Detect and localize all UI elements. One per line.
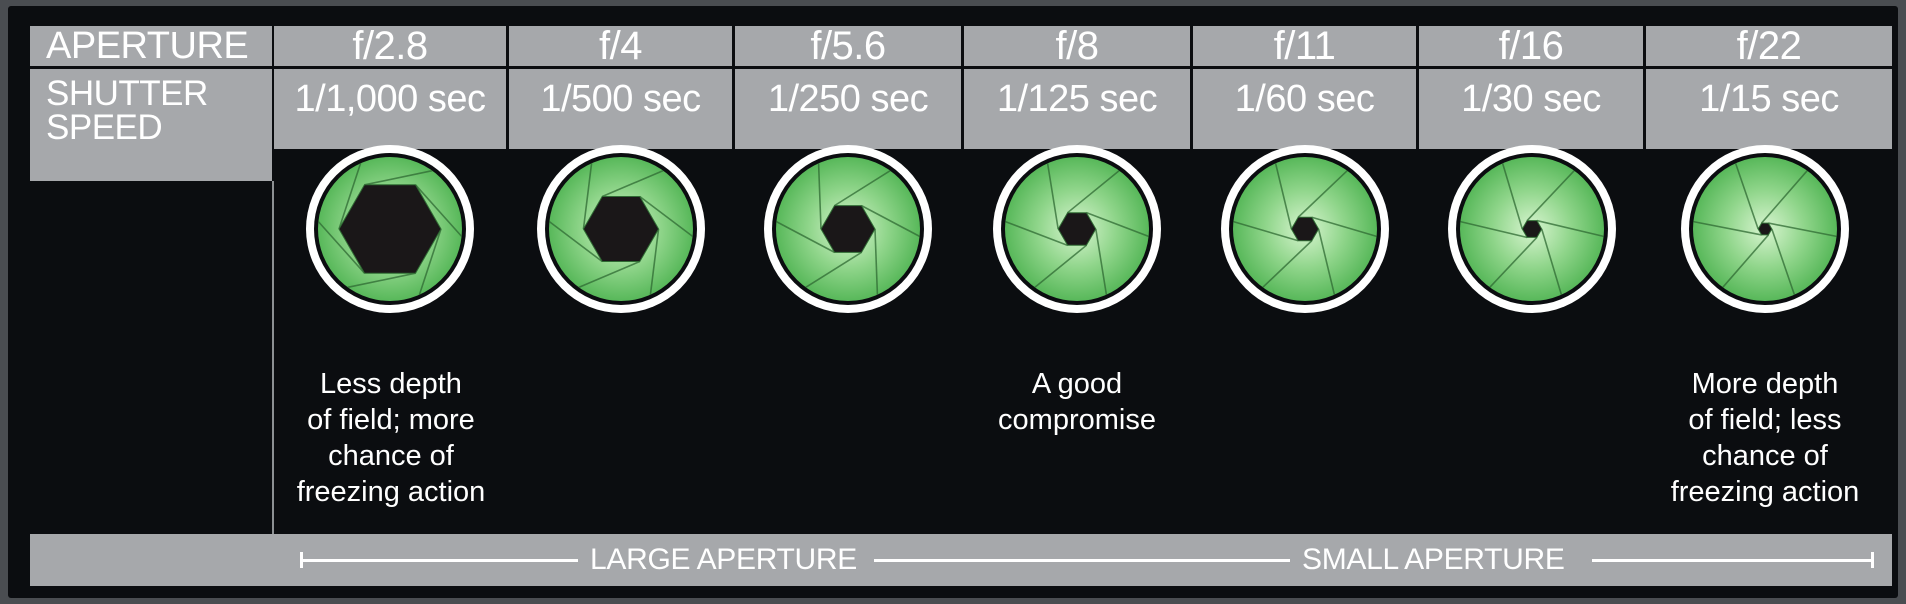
shutter-value: 1/1,000 sec: [274, 69, 506, 149]
aperture-value: f/22: [1646, 24, 1892, 68]
aperture-value: f/2.8: [274, 24, 506, 68]
iris-icon: [306, 145, 474, 313]
aperture-value: f/4: [509, 24, 732, 68]
aperture-value: f/16: [1419, 24, 1643, 68]
left-panel: [30, 181, 272, 534]
scale-tick-right: [1871, 552, 1874, 568]
iris-icon: [993, 145, 1161, 313]
aperture-scale: LARGE APERTURE SMALL APERTURE: [30, 534, 1892, 586]
shutter-value: 1/15 sec: [1646, 69, 1892, 149]
shutter-value: 1/500 sec: [509, 69, 732, 149]
aperture-chart: APERTURE f/2.8 f/4 f/5.6 f/8 f/11 f/16 f…: [8, 6, 1898, 598]
shutter-value: 1/30 sec: [1419, 69, 1643, 149]
note-large-aperture: Less depth of field; more chance of free…: [296, 368, 486, 508]
iris-icon: [1681, 145, 1849, 313]
shutter-value: 1/60 sec: [1193, 69, 1416, 149]
note-small-aperture: More depth of field; less chance of free…: [1670, 368, 1860, 508]
aperture-value: f/8: [964, 24, 1190, 68]
iris-icon: [764, 145, 932, 313]
small-aperture-label: SMALL APERTURE: [1302, 543, 1565, 576]
aperture-value: f/5.6: [735, 24, 961, 68]
large-aperture-label: LARGE APERTURE: [590, 543, 858, 576]
shutter-value: 1/250 sec: [735, 69, 961, 149]
divider: [272, 181, 274, 534]
iris-icon: [537, 145, 705, 313]
scale-line: [874, 559, 1290, 562]
scale-line: [1592, 559, 1874, 562]
shutter-value: 1/125 sec: [964, 69, 1190, 149]
iris-icon: [1448, 145, 1616, 313]
aperture-row-label: APERTURE: [30, 25, 272, 67]
aperture-value: f/11: [1193, 24, 1416, 68]
shutter-row-label: SHUTTER SPEED: [30, 69, 272, 181]
iris-icon: [1221, 145, 1389, 313]
scale-line: [300, 559, 578, 562]
note-compromise: A good compromise: [998, 368, 1156, 436]
